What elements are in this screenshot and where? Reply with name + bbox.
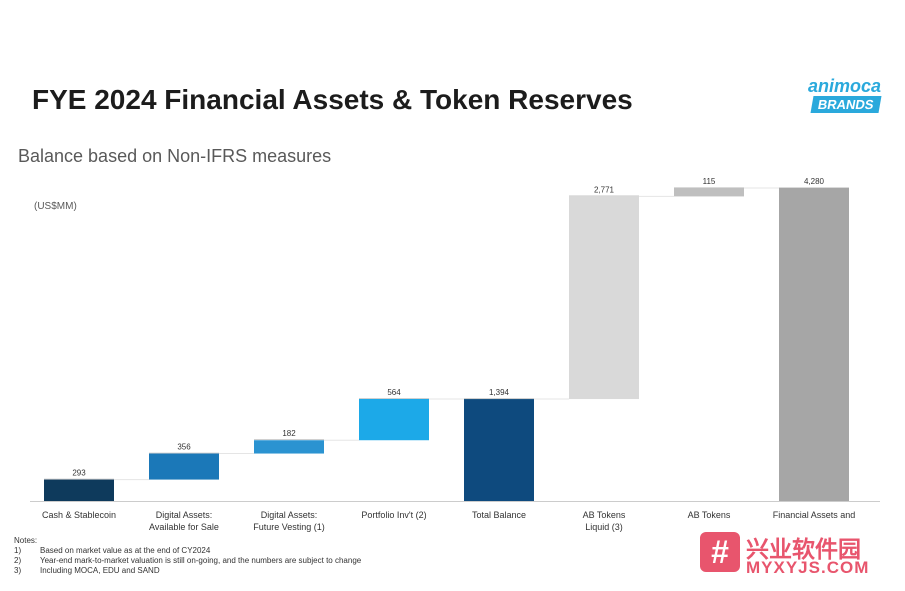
bar-7 — [674, 188, 744, 197]
unit-label: (US$MM) — [34, 201, 77, 212]
bar-8 — [779, 188, 849, 501]
category-label-7-line-1: AB Tokens — [688, 510, 731, 520]
note-1-text: Based on market value as at the end of C… — [40, 546, 211, 555]
watermark-cn-text: 兴业软件园 — [746, 536, 861, 562]
value-label-3: 182 — [282, 429, 296, 438]
bar-5 — [464, 399, 534, 501]
watermark-en-text: MYXYJS.COM — [746, 558, 870, 577]
bar-4 — [359, 398, 429, 441]
value-label-7: 115 — [703, 177, 716, 186]
note-1-number: 1) — [14, 546, 22, 555]
note-2-text: Year-end mark-to-market valuation is sti… — [40, 556, 362, 565]
bar-2 — [149, 453, 219, 480]
category-label-6-line-2: Liquid (3) — [585, 522, 623, 532]
value-label-4: 564 — [387, 388, 401, 397]
bar-1 — [44, 479, 114, 501]
logo-wordmark: animoca — [808, 76, 882, 96]
bar-6 — [569, 196, 639, 400]
value-label-8: 4,280 — [804, 177, 825, 186]
note-2-number: 2) — [14, 556, 22, 565]
value-label-6: 2,771 — [594, 185, 615, 194]
category-label-6-line-1: AB Tokens — [583, 510, 626, 520]
note-1: 1) Based on market value as at the end of… — [14, 546, 361, 556]
bar-3 — [254, 440, 324, 454]
note-3: 3) Including MOCA, EDU and SAND — [14, 566, 361, 576]
category-label-1-line-1: Cash & Stablecoin — [42, 510, 116, 520]
category-label-2-line-2: Available for Sale — [149, 522, 219, 532]
note-3-number: 3) — [14, 566, 22, 575]
category-label-5-line-1: Total Balance — [472, 510, 526, 520]
chart-subtitle: Balance based on Non-IFRS measures — [18, 146, 332, 166]
notes-heading: Notes: — [14, 536, 38, 545]
brand-logo: animoca BRANDS — [804, 72, 898, 132]
value-label-2: 356 — [177, 443, 191, 452]
value-label-5: 1,394 — [489, 388, 510, 397]
hash-icon: # — [700, 532, 740, 572]
chart-title: FYE 2024 Financial Assets & Token Reserv… — [32, 84, 633, 115]
category-label-4-line-1: Portfolio Inv't (2) — [361, 510, 426, 520]
note-2: 2) Year-end mark-to-market valuation is s… — [14, 556, 361, 566]
category-label-2-line-1: Digital Assets: — [156, 510, 213, 520]
category-label-3-line-1: Digital Assets: — [261, 510, 318, 520]
notes: Notes: 1) Based on market value as at the… — [14, 536, 361, 576]
value-label-1: 293 — [72, 469, 86, 478]
category-label-3-line-2: Future Vesting (1) — [253, 522, 325, 532]
note-3-text: Including MOCA, EDU and SAND — [40, 566, 160, 575]
watermark: # 兴业软件园 MYXYJS.COM — [700, 528, 900, 584]
category-label-8-line-1: Financial Assets and — [773, 510, 856, 520]
